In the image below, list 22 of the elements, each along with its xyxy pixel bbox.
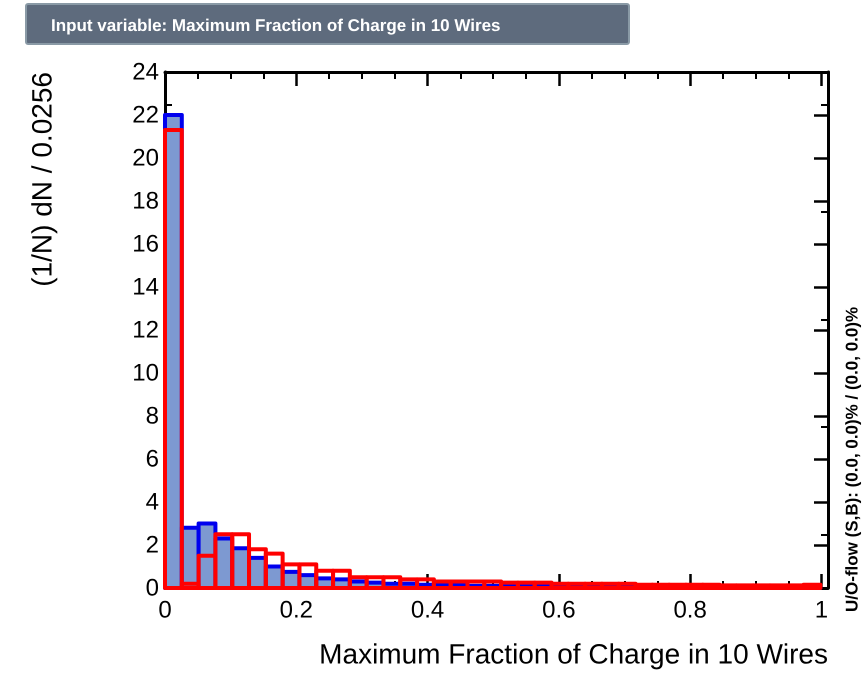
x-tick-label: 1 bbox=[814, 596, 828, 624]
y-tick-label: 20 bbox=[132, 144, 159, 172]
chart-title: Input variable: Maximum Fraction of Charge in 10 Wires bbox=[25, 3, 630, 45]
y-tick-label: 12 bbox=[132, 316, 159, 344]
text: U/O-flow (S,B): (0.0, 0.0)% / (0.0, 0.0)% bbox=[842, 306, 862, 612]
y-tick-label: 6 bbox=[146, 446, 159, 472]
y-tick-label: 8 bbox=[146, 402, 159, 430]
y-tick-label: 16 bbox=[132, 230, 159, 258]
x-tick-label: 0.4 bbox=[410, 596, 444, 624]
x-tick-label: 0.8 bbox=[673, 596, 707, 624]
x-tick-label: 0.6 bbox=[542, 596, 576, 624]
y-tick-label: 18 bbox=[132, 188, 159, 214]
x-tick-label: 0.2 bbox=[280, 596, 313, 624]
y-tick-label: 10 bbox=[132, 360, 159, 386]
y-tick-label: 4 bbox=[146, 488, 159, 516]
y-axis-title: (1/N) dN / 0.0256 bbox=[26, 72, 58, 287]
y-tick-label: 24 bbox=[132, 58, 159, 86]
y-tick-label: 2 bbox=[146, 532, 159, 558]
y-tick-label: 0 bbox=[146, 574, 159, 602]
y-tick-label: 14 bbox=[132, 274, 159, 300]
x-axis-title: Maximum Fraction of Charge in 10 Wires bbox=[319, 638, 828, 670]
y-tick-label: 22 bbox=[132, 102, 159, 128]
